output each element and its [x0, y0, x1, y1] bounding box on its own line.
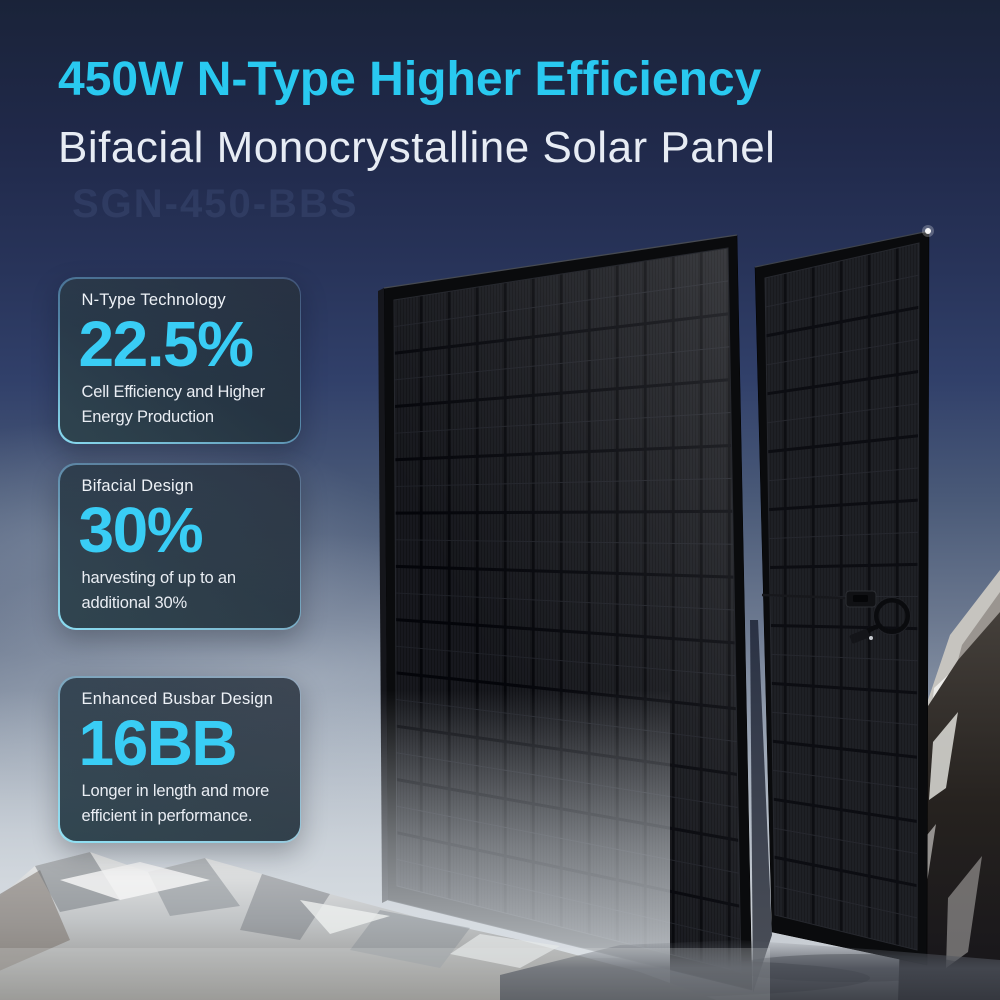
cable-coil: [849, 597, 911, 644]
card-label: Enhanced Busbar Design: [81, 689, 274, 708]
card-description: harvesting of up to an additional 30%: [81, 568, 236, 612]
frame-top-highlight: [383, 234, 738, 289]
frame-top-highlight: [754, 230, 930, 268]
header: 450W N-Type Higher Efficiency Bifacial M…: [58, 53, 776, 227]
fog-overlay-bottom: [0, 948, 770, 1000]
panel-gap-shadow: [750, 620, 772, 993]
junction-box: [761, 590, 877, 608]
info-card-n-type: N-Type Technology 22.5% Cell Efficiency …: [58, 277, 301, 444]
card-label: N-Type Technology: [81, 290, 226, 309]
info-card-body: N-Type Technology 22.5% Cell Efficiency …: [59, 278, 300, 443]
model-number-watermark: SGN-450-BBS: [72, 182, 359, 227]
card-description: Cell Efficiency and Higher Energy Produc…: [81, 382, 266, 426]
card-value: 16BB: [78, 707, 238, 780]
card-value: 22.5%: [78, 308, 254, 381]
solar-panel-back: [754, 225, 934, 966]
product-title: 450W N-Type Higher Efficiency: [58, 53, 762, 106]
card-value: 30%: [78, 494, 204, 567]
snow-ridge-left: [0, 852, 717, 1000]
info-card-body: Bifacial Design 30% harvesting of up to …: [59, 464, 300, 629]
info-card-busbar: Enhanced Busbar Design 16BB Longer in le…: [58, 676, 301, 843]
corner-glint-core: [925, 228, 931, 234]
card-label: Bifacial Design: [81, 476, 194, 495]
info-card-body: Enhanced Busbar Design 16BB Longer in le…: [59, 677, 300, 842]
info-card-bifacial: Bifacial Design 30% harvesting of up to …: [58, 463, 301, 630]
product-subtitle: Bifacial Monocrystalline Solar Panel: [58, 122, 776, 172]
card-description: Longer in length and more efficient in p…: [81, 781, 270, 825]
ground-strip: [500, 940, 1000, 1000]
